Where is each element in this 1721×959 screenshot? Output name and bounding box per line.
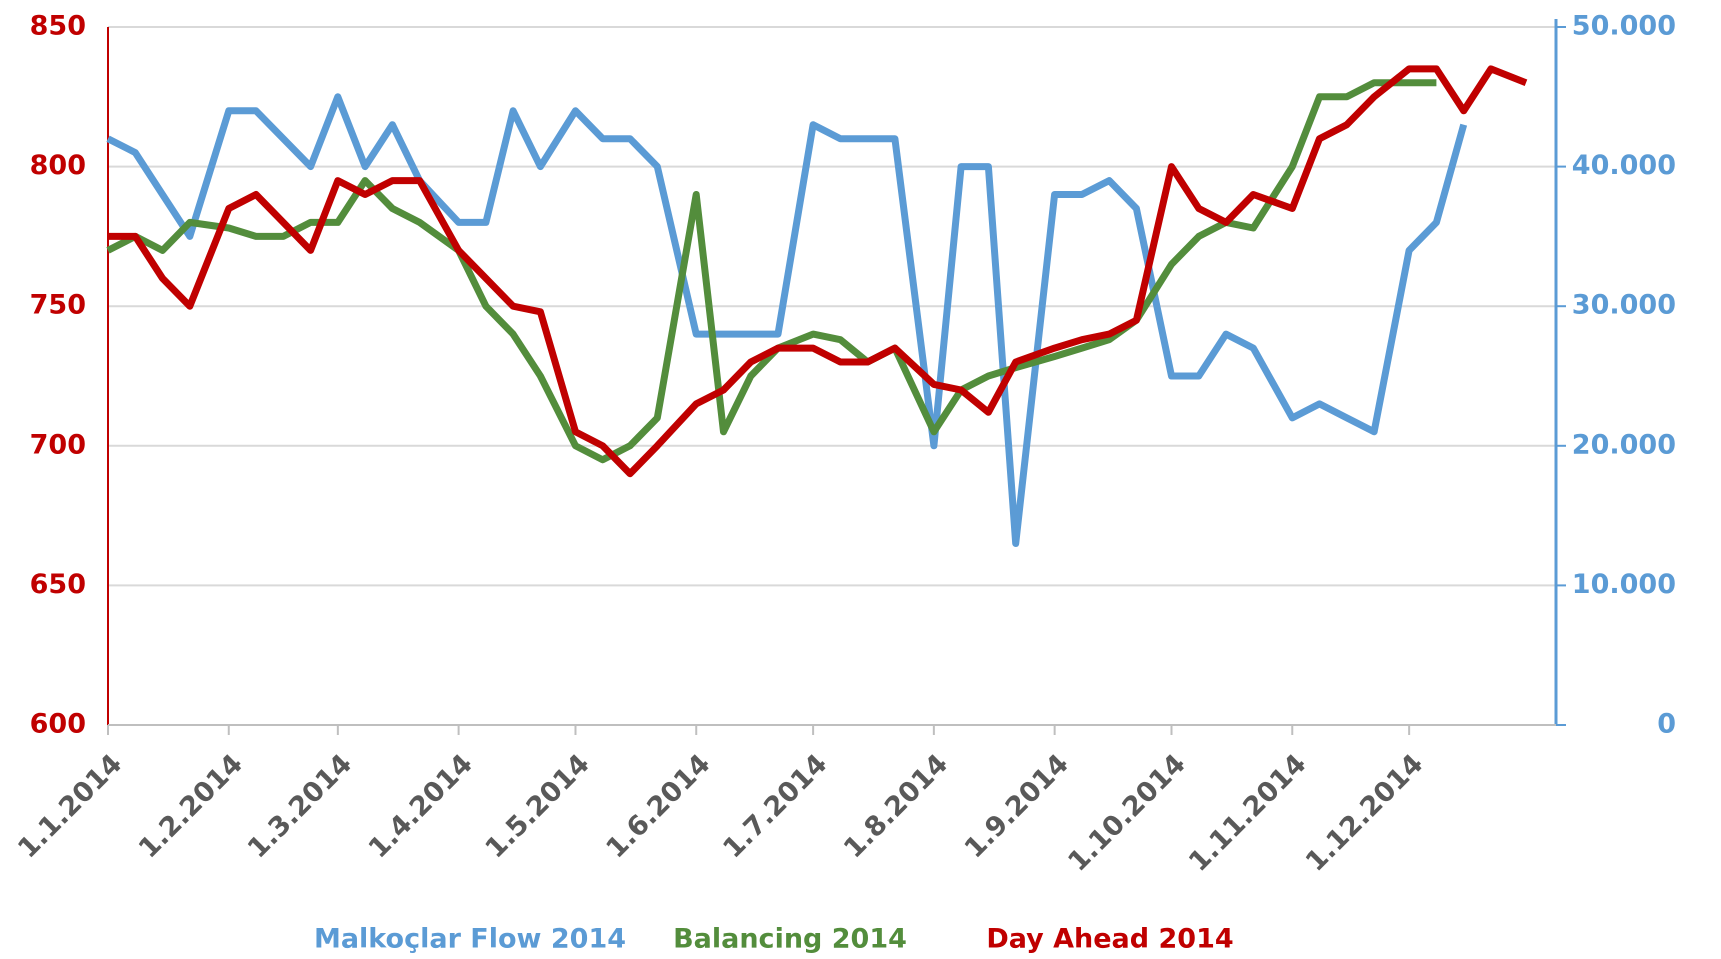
y2-tick-label: 50.000	[1572, 11, 1676, 42]
x-tick-label: 1.7.2014	[717, 748, 833, 864]
y-tick-label: 650	[30, 569, 86, 600]
legend-label: Malkoçlar Flow 2014	[314, 924, 626, 955]
y-tick-label: 700	[30, 429, 86, 460]
y-tick-label: 600	[30, 709, 86, 740]
x-tick-label: 1.3.2014	[242, 748, 358, 864]
x-tick-label: 1.9.2014	[959, 748, 1075, 864]
series-line	[106, 93, 1468, 547]
y2-tick-label: 10.000	[1572, 569, 1676, 600]
y2-tick-label: 40.000	[1572, 150, 1676, 181]
x-tick-label: 1.11.2014	[1183, 748, 1312, 877]
y2-tick-label: 20.000	[1572, 429, 1676, 460]
series-line	[106, 79, 1437, 464]
x-tick-label: 1.5.2014	[480, 748, 596, 864]
y-tick-label: 850	[30, 11, 86, 42]
y-tick-label: 750	[30, 290, 86, 321]
y2-tick-label: 30.000	[1572, 290, 1676, 321]
legend-label: Day Ahead 2014	[986, 924, 1233, 955]
series-line	[108, 65, 1528, 478]
x-tick-label: 1.10.2014	[1062, 748, 1191, 877]
x-tick-label: 1.12.2014	[1300, 748, 1429, 877]
x-tick-label: 1.8.2014	[838, 748, 954, 864]
y2-tick-label: 0	[1657, 709, 1676, 740]
legend-label: Balancing 2014	[673, 924, 907, 955]
x-tick-label: 1.6.2014	[600, 748, 716, 864]
x-tick-label: 1.4.2014	[363, 748, 479, 864]
x-tick-label: 1.2.2014	[133, 748, 249, 864]
y-tick-label: 800	[30, 150, 86, 181]
x-tick-label: 1.1.2014	[12, 748, 128, 864]
